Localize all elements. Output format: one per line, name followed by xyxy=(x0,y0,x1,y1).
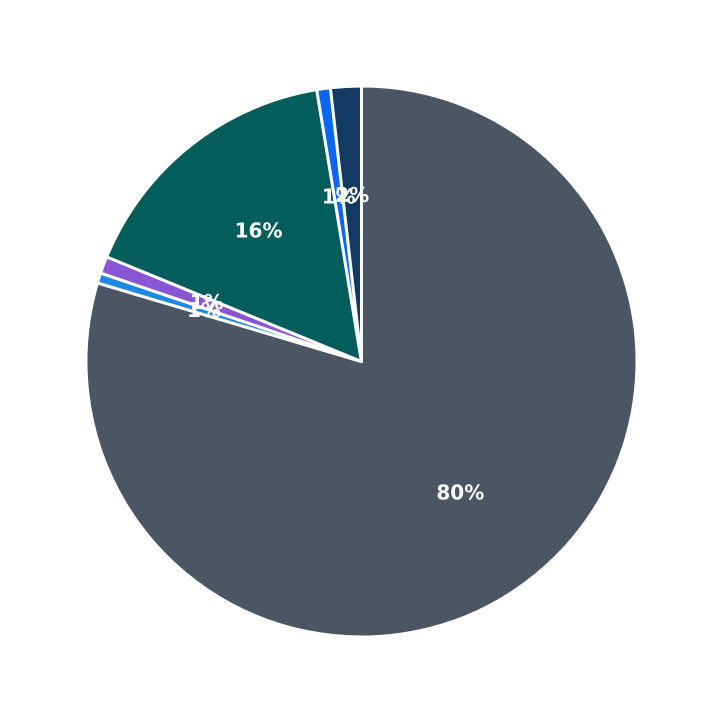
pie-slice-label-4: 1% xyxy=(322,184,356,208)
pie-slice-label-0: 80% xyxy=(436,481,484,505)
pie-slice-0 xyxy=(84,84,639,639)
pie-slice-5 xyxy=(328,84,363,363)
pie-slice-label-2: 1% xyxy=(190,290,224,314)
pie-slice-label-3: 16% xyxy=(235,219,283,243)
pie-slices xyxy=(84,84,639,639)
pie-slice-3 xyxy=(105,88,363,363)
pie-labels: 80%1%1%16%1%2% xyxy=(187,183,484,505)
pie-slice-label-1: 1% xyxy=(187,298,221,322)
pie-slice-label-5: 2% xyxy=(335,183,369,207)
